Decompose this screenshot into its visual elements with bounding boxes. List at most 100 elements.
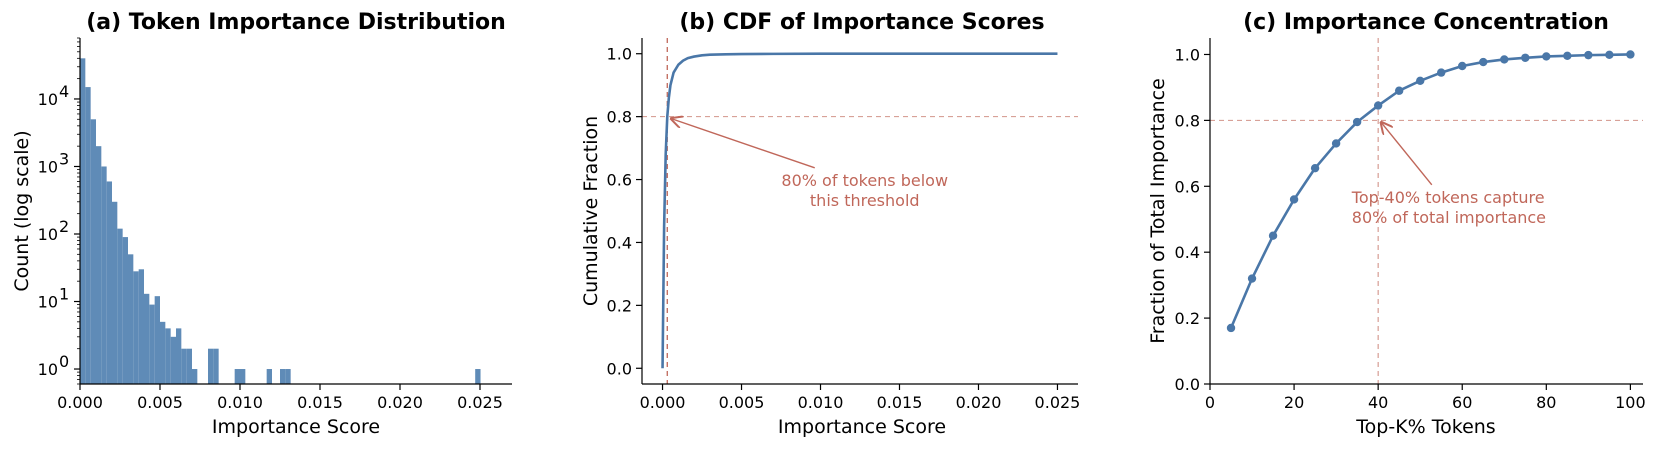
annotation-line2: 80% of total importance — [1352, 208, 1546, 227]
histogram-bar — [90, 119, 96, 384]
panel-c-ticks: 0 20 40 60 80 100 0.0 0.2 0.4 0.6 0.8 1.0 — [1175, 45, 1646, 412]
x-tick-label: 0.010 — [798, 393, 844, 412]
data-point — [1500, 55, 1509, 64]
histogram-bar — [266, 369, 272, 384]
histogram-bar — [133, 271, 139, 384]
y-tick-label: 0.6 — [607, 171, 632, 190]
y-tick-label: 10 — [38, 90, 58, 109]
y-tick-label: 1.0 — [607, 45, 632, 64]
cdf-line — [661, 52, 1058, 369]
x-tick-label: 0.020 — [956, 393, 1002, 412]
panel-a-title: (a) Token Importance Distribution — [86, 10, 506, 35]
histogram-bar — [234, 369, 240, 384]
y-tick-label: 0.2 — [607, 296, 632, 315]
panel-b-xlabel: Importance Score — [778, 416, 946, 438]
x-tick-label: 60 — [1452, 393, 1472, 412]
y-tick-exponent: 4 — [59, 82, 69, 101]
y-tick-label: 0.0 — [607, 359, 632, 378]
histogram-bar — [240, 369, 246, 384]
y-tick-label: 0.4 — [607, 233, 632, 252]
x-tick-label: 0.010 — [217, 393, 263, 412]
data-point — [1247, 274, 1257, 283]
data-point — [1352, 117, 1362, 127]
y-tick-label: 0.8 — [607, 108, 632, 127]
histogram-bar — [165, 328, 171, 384]
y-tick-label: 10 — [38, 360, 58, 379]
x-tick-label: 0.020 — [377, 393, 423, 412]
y-tick-label: 0.4 — [1175, 243, 1200, 262]
histogram-bar — [208, 348, 214, 384]
x-tick-label: 80 — [1536, 393, 1556, 412]
x-tick-label: 20 — [1284, 393, 1304, 412]
histogram-bar — [122, 237, 128, 384]
panel-a: (a) Token Importance Distribution 0.000 0… — [11, 10, 512, 438]
data-point — [1310, 163, 1320, 173]
x-tick-label: 0.025 — [457, 393, 503, 412]
histogram-bar — [117, 228, 123, 384]
y-tick-label: 1.0 — [1175, 45, 1200, 64]
data-point — [1521, 53, 1530, 62]
histogram-bar — [80, 58, 86, 385]
data-point — [1331, 139, 1341, 148]
histogram-bar — [475, 369, 481, 384]
panel-c: (c) Importance Concentration 0 20 40 60 80 10… — [1147, 10, 1646, 438]
x-tick-label: 0.005 — [719, 393, 765, 412]
histogram-bar — [280, 369, 286, 384]
annotation-line1: 80% of tokens below — [781, 171, 948, 190]
histogram-bar — [176, 328, 182, 384]
histogram-bar — [106, 181, 112, 384]
x-tick-label: 0.025 — [1035, 393, 1081, 412]
y-tick-label: 0.6 — [1175, 177, 1200, 196]
data-point — [1458, 61, 1467, 71]
histogram-bar — [112, 201, 118, 384]
y-tick-exponent: 1 — [59, 285, 69, 304]
data-point — [1437, 68, 1446, 77]
histogram-bar — [85, 87, 91, 385]
panel-a-bars — [80, 58, 481, 385]
panel-b-ylabel: Cumulative Fraction — [580, 116, 602, 306]
panel-c-title: (c) Importance Concentration — [1243, 10, 1609, 35]
data-point — [1394, 86, 1404, 95]
histogram-bar — [149, 304, 155, 384]
annotation-line2: this threshold — [810, 191, 920, 210]
y-tick-label: 0.0 — [1175, 375, 1200, 394]
y-tick-label: 10 — [38, 157, 58, 176]
y-tick-label: 10 — [38, 293, 58, 312]
histogram-bar — [144, 293, 150, 384]
y-tick-label: 0.2 — [1175, 309, 1200, 328]
histogram-bar — [285, 369, 291, 384]
x-tick-label: 0 — [1205, 393, 1215, 412]
y-tick-exponent: 0 — [59, 352, 69, 371]
data-point — [1584, 50, 1593, 60]
histogram-bar — [181, 348, 187, 384]
panel-b: (b) CDF of Importance Scores 0.000 0.005 0… — [580, 10, 1080, 438]
annotation-arrow — [671, 119, 815, 169]
histogram-bar — [160, 321, 166, 384]
y-tick-exponent: 2 — [59, 217, 69, 236]
panel-c-xlabel: Top-K% Tokens — [1355, 416, 1495, 438]
data-point — [1479, 57, 1488, 67]
x-tick-label: 0.015 — [297, 393, 343, 412]
x-tick-label: 40 — [1368, 393, 1388, 412]
histogram-bar — [101, 166, 107, 384]
annotation-line1: Top-40% tokens capture — [1351, 188, 1545, 207]
panel-b-title: (b) CDF of Importance Scores — [679, 10, 1044, 35]
x-tick-label: 0.000 — [57, 393, 103, 412]
histogram-bar — [138, 269, 144, 384]
x-tick-label: 0.015 — [877, 393, 923, 412]
panel-a-xlabel: Importance Score — [212, 416, 380, 438]
x-tick-label: 0.005 — [137, 393, 183, 412]
data-point — [1542, 52, 1551, 61]
histogram-bar — [213, 348, 219, 384]
data-point — [1563, 51, 1572, 60]
data-point — [1415, 76, 1425, 86]
histogram-bar — [186, 348, 192, 384]
y-tick-label: 10 — [38, 225, 58, 244]
panel-a-ylabel: Count (log scale) — [11, 130, 33, 291]
x-tick-label: 100 — [1615, 393, 1646, 412]
histogram-bar — [170, 336, 176, 384]
data-point — [1626, 50, 1635, 59]
